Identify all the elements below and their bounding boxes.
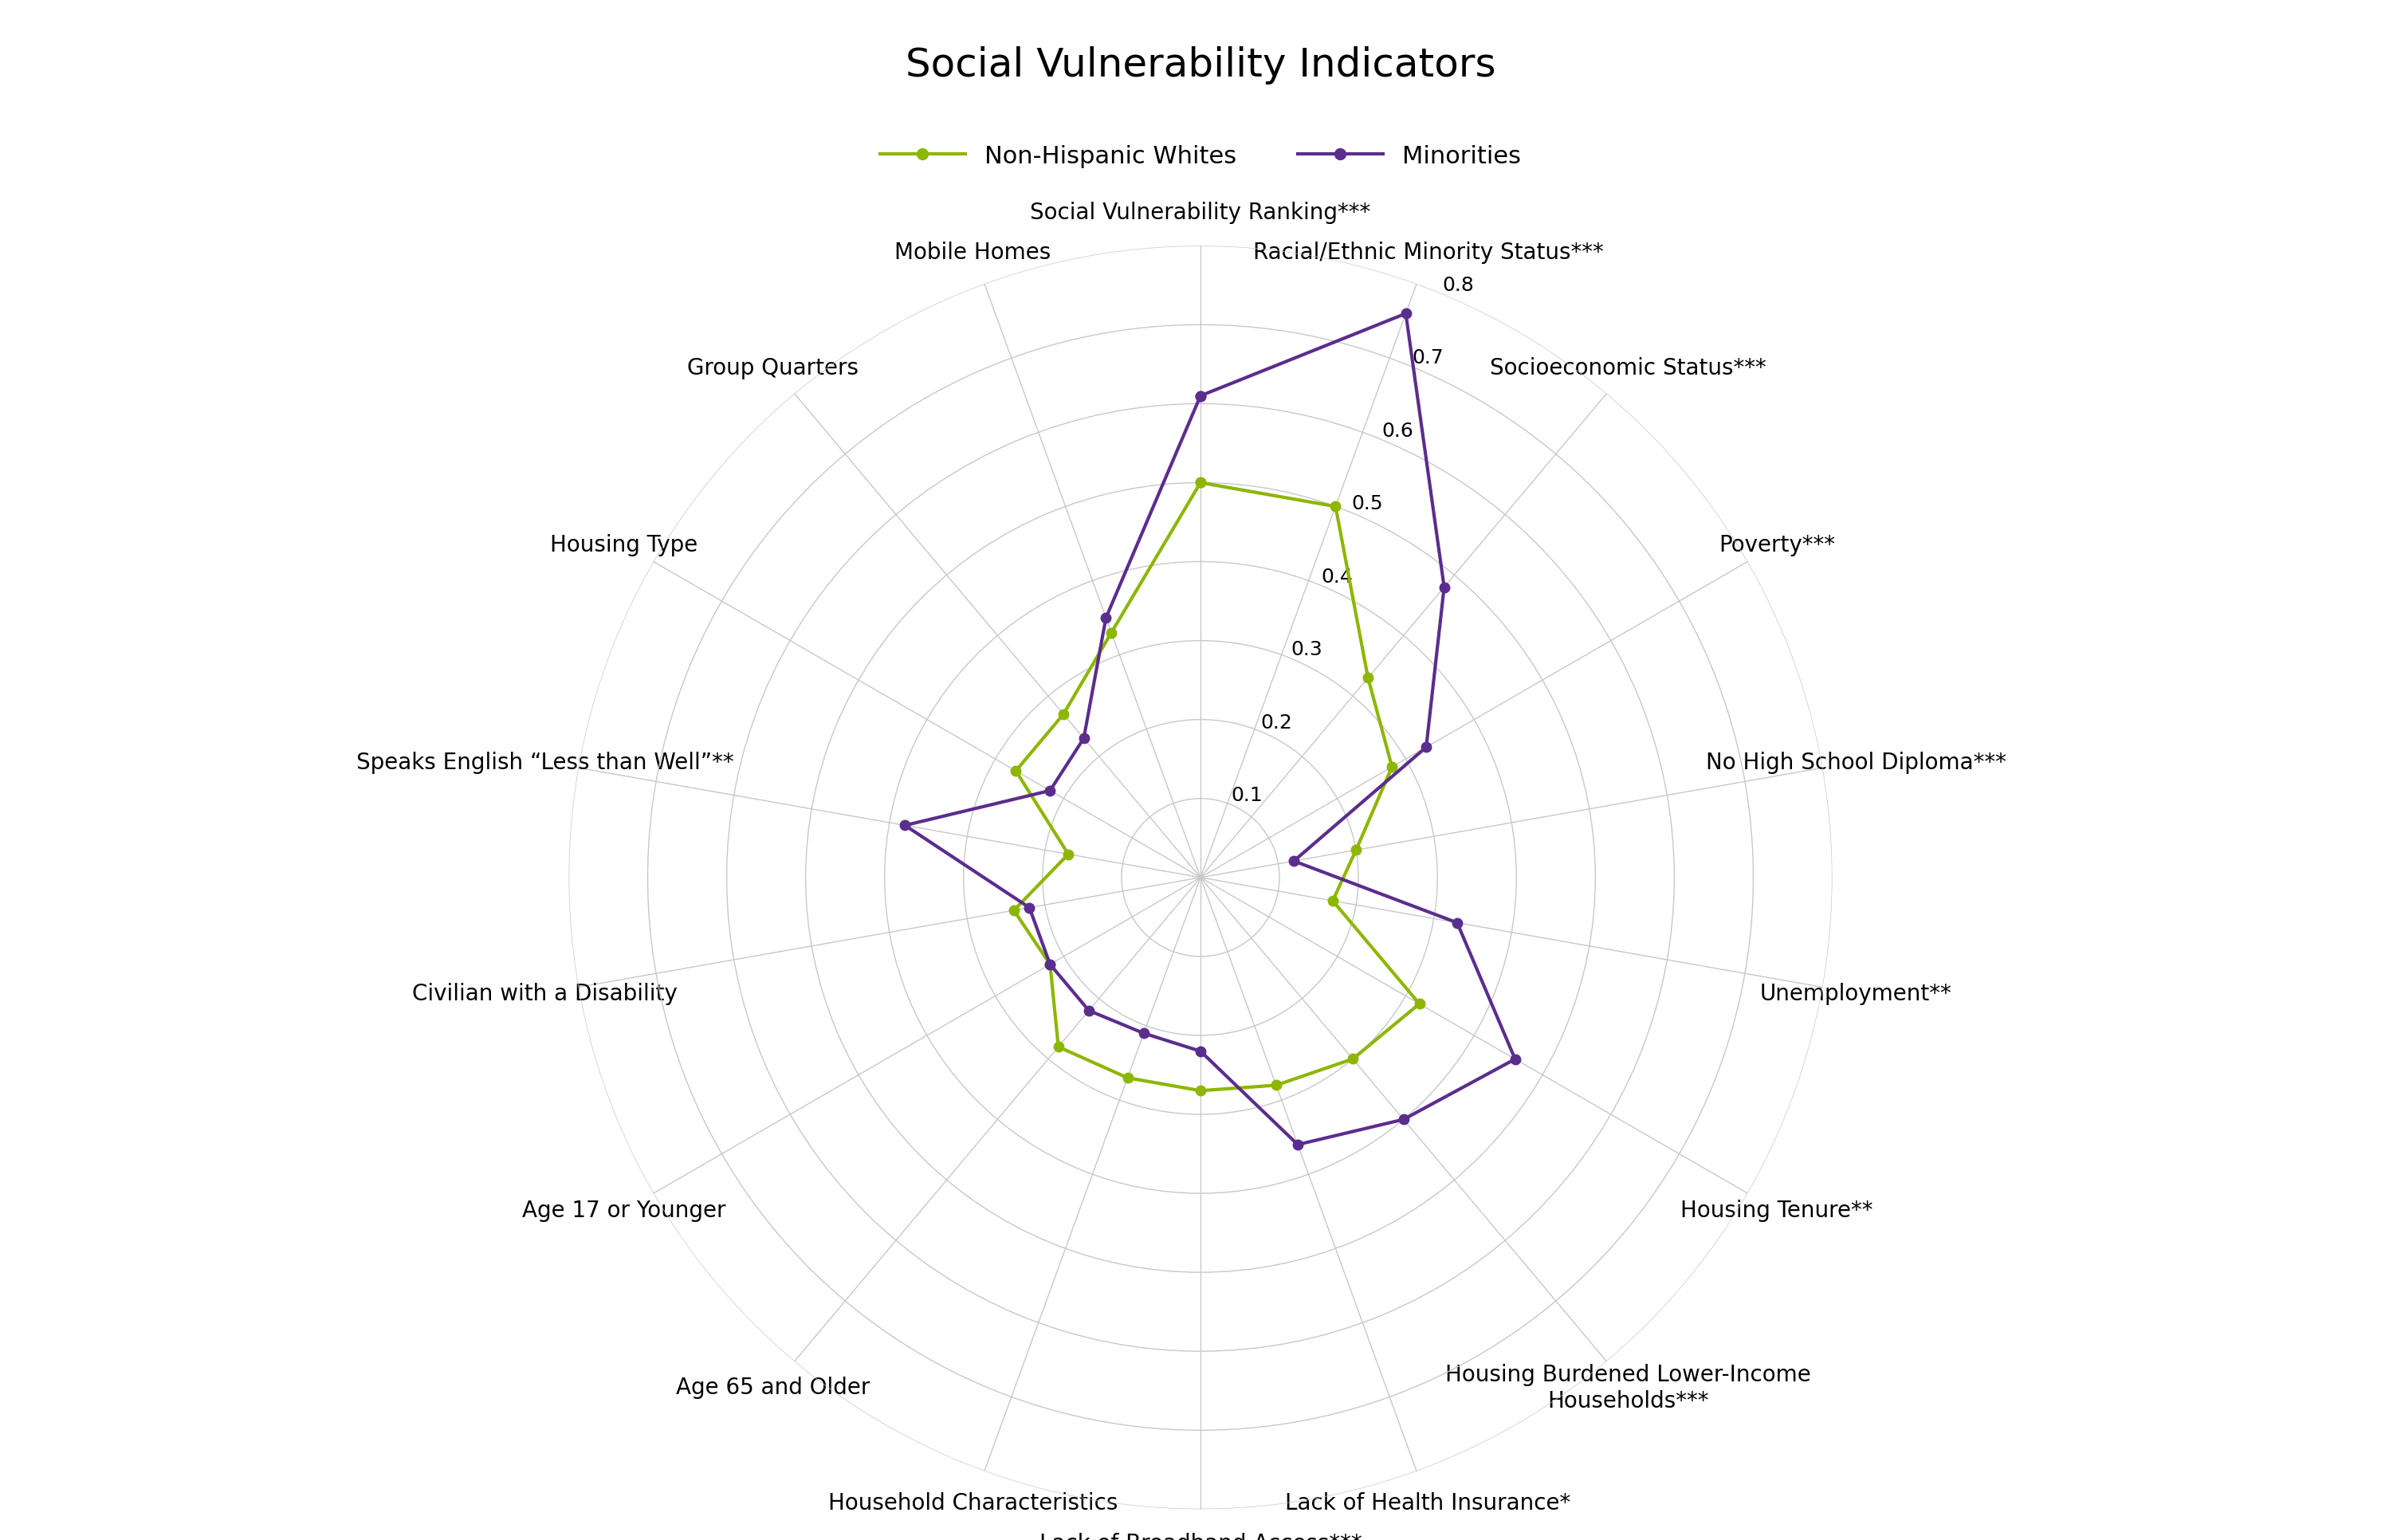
Text: Social Vulnerability Indicators: Social Vulnerability Indicators: [905, 46, 1496, 85]
Legend: Non-Hispanic Whites, Minorities: Non-Hispanic Whites, Minorities: [869, 136, 1532, 179]
